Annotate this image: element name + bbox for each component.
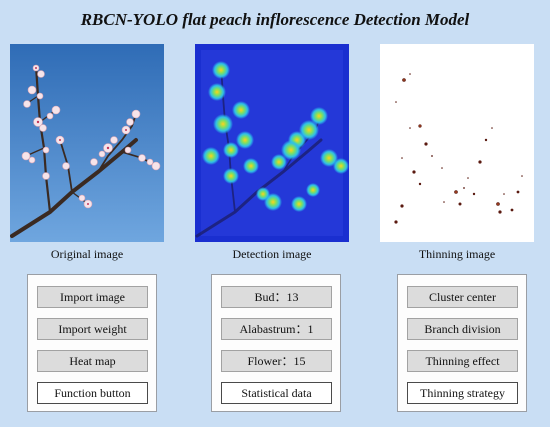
function-button-group: Import image Import weight Heat map Func…: [27, 274, 157, 412]
import-weight-button[interactable]: Import weight: [37, 318, 148, 340]
alabastrum-count: Alabastrum：1: [221, 318, 332, 340]
original-image-panel: [10, 44, 164, 242]
branch-division-button[interactable]: Branch division: [407, 318, 518, 340]
statistical-data-group: Bud：13 Alabastrum：1 Flower：15 Statistica…: [211, 274, 341, 412]
flower-count: Flower：15: [221, 350, 332, 372]
app-title: RBCN-YOLO flat peach inflorescence Detec…: [80, 10, 470, 29]
bud-count: Bud：13: [221, 286, 332, 308]
thinning-strategy-group: Cluster center Branch division Thinning …: [397, 274, 527, 412]
peach-branch-photo: [10, 44, 164, 242]
function-button-label: Function button: [37, 382, 148, 404]
thinning-image-panel: [380, 44, 534, 242]
thinning-effect-button[interactable]: Thinning effect: [407, 350, 518, 372]
thinning-strategy-label: Thinning strategy: [407, 382, 518, 404]
thinning-point-map: [380, 44, 534, 242]
heatmap-image: [195, 44, 349, 242]
statistical-data-label: Statistical data: [221, 382, 332, 404]
detection-image-panel: [195, 44, 349, 242]
thinning-image-caption: Thinning image: [418, 247, 496, 261]
heat-map-button[interactable]: Heat map: [37, 350, 148, 372]
cluster-center-button[interactable]: Cluster center: [407, 286, 518, 308]
original-image-caption: Original image: [50, 247, 124, 261]
import-image-button[interactable]: Import image: [37, 286, 148, 308]
detection-image-caption: Detection image: [232, 247, 312, 261]
